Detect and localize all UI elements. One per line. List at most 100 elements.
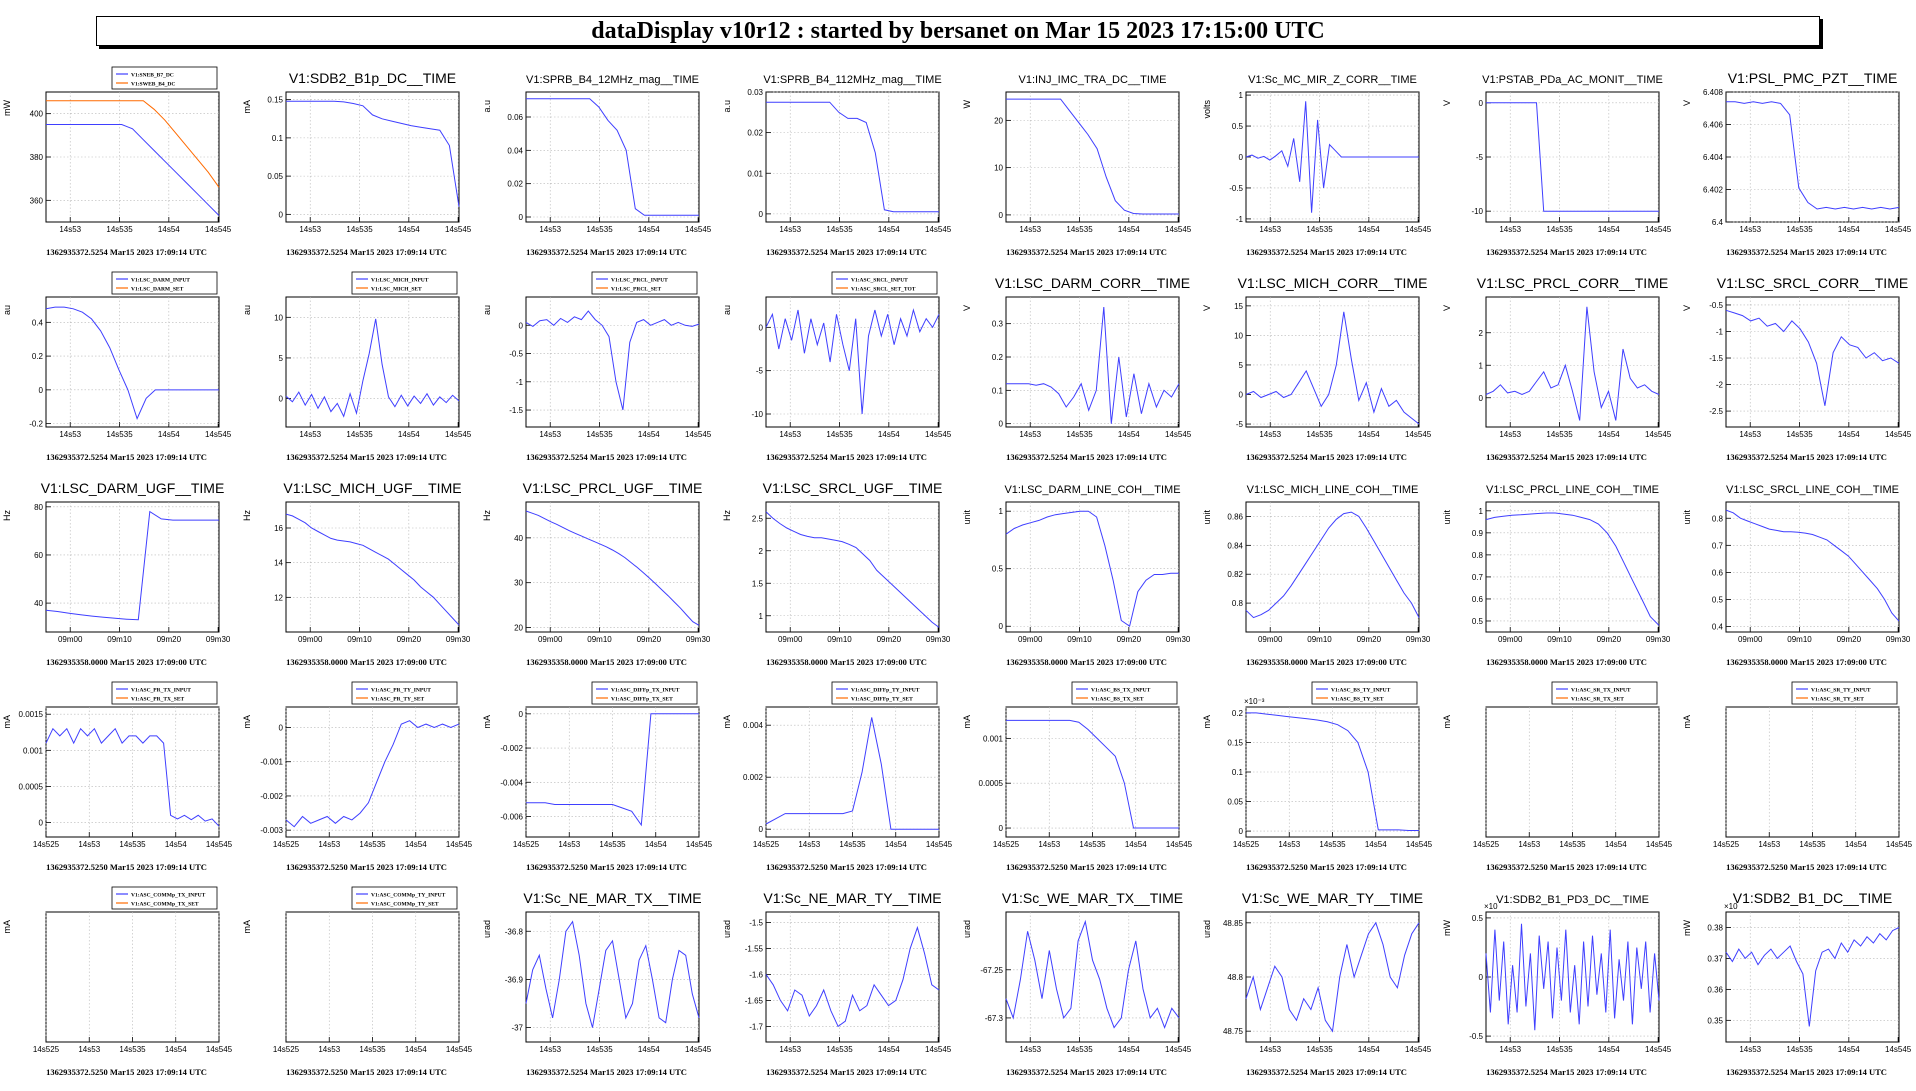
data-series-line	[1726, 101, 1900, 210]
y-axis-label: au	[722, 305, 732, 315]
chart-panel: V1:INJ_IMC_TRA_DC__TIME W 14s53 14s535 14s54…	[960, 65, 1199, 271]
plot-frame	[525, 91, 700, 223]
y-tick-label: 0.8	[1232, 599, 1244, 608]
y-tick-label: 0.004	[743, 721, 764, 730]
x-tick-label: 14s525	[753, 840, 780, 849]
y-tick-label: 0	[39, 386, 44, 395]
y-tick-label: 0.5	[1472, 914, 1484, 923]
x-tick-label: 14s53	[1259, 225, 1281, 234]
plot-frame	[1725, 501, 1900, 633]
y-axis-label: mW	[1682, 920, 1692, 936]
chart-svg: V1:LSC_PRCL_UGF__TIME Hz 09m00 09m10 09m20 09…	[482, 480, 711, 667]
y-tick-label: 0.84	[1227, 541, 1243, 550]
data-series-line	[1485, 512, 1660, 626]
x-tick-label: 09m10	[587, 635, 612, 644]
y-tick-label: 0.86	[1227, 512, 1243, 521]
x-tick-label: 14s53	[1739, 1045, 1761, 1054]
y-tick-label: 80	[34, 503, 43, 512]
chart-panel: mA 14s525 14s53 14s535 14s54 14s545 V1:ASC_COM…	[0, 885, 239, 1091]
legend-label: V1:ASC_DIFFp_TY_INPUT	[851, 688, 920, 694]
chart-svg: V1:SPRB_B4_112MHz_mag__TIME a.u 14s53 14s53…	[722, 74, 952, 257]
plot-frame	[765, 706, 940, 838]
chart-title: V1:LSC_DARM_UGF__TIME	[41, 480, 225, 496]
y-axis-label: au	[2, 305, 12, 315]
y-tick-label: -1	[1236, 215, 1244, 224]
y-tick-label: 0.0005	[19, 782, 44, 791]
x-tick-label: 14s53	[1739, 430, 1761, 439]
x-tick-label: 09m00	[1258, 635, 1283, 644]
data-series-line	[1006, 306, 1180, 424]
y-axis-label: V	[1682, 305, 1692, 311]
timestamp-label: 1362935358.0000 Mar15 2023 17:09:00 UTC	[766, 657, 927, 667]
x-tick-label: 14s545	[1166, 840, 1193, 849]
y-tick-label: -36.9	[505, 975, 524, 984]
legend-box	[111, 681, 218, 705]
y-tick-label: 0.8	[1712, 514, 1724, 523]
legend-box	[831, 271, 938, 295]
x-tick-label: 14s54	[1365, 840, 1387, 849]
chart-title: V1:LSC_PRCL_LINE_COH__TIME	[1486, 484, 1659, 496]
data-series-line	[526, 713, 699, 827]
timestamp-label: 1362935358.0000 Mar15 2023 17:09:00 UTC	[286, 657, 447, 667]
data-series-line	[526, 98, 699, 216]
legend-label: V1:SNEB_B7_DC	[131, 73, 174, 79]
x-tick-label: 14s535	[599, 840, 626, 849]
x-tick-label: 14s535	[1306, 1045, 1333, 1054]
chart-title: V1:LSC_MICH_CORR__TIME	[1238, 275, 1428, 291]
chart-panel: V1:PSL_PMC_PZT__TIME V 14s53 14s535 14s54 14s…	[1680, 65, 1916, 271]
x-tick-label: 14s545	[1406, 840, 1433, 849]
x-tick-label: 14s525	[273, 1045, 300, 1054]
timestamp-label: 1362935372.5250 Mar15 2023 17:09:14 UTC	[46, 862, 207, 872]
chart-title: V1:LSC_SRCL_CORR__TIME	[1717, 275, 1908, 291]
y-tick-label: 0.1	[992, 386, 1004, 395]
x-tick-label: 14s545	[445, 225, 472, 234]
timestamp-label: 1362935372.5254 Mar15 2023 17:09:14 UTC	[526, 1067, 687, 1077]
x-tick-label: 14s535	[586, 1045, 613, 1054]
plot-frame	[1725, 911, 1900, 1043]
x-tick-label: 14s535	[119, 840, 146, 849]
chart-panel: V1:LSC_PRCL_LINE_COH__TIME unit 09m00 09m10…	[1440, 475, 1679, 681]
y-tick-label: 0.5	[992, 565, 1004, 574]
y-tick-label: 0.0015	[19, 710, 44, 719]
x-tick-label: 14s54	[158, 430, 180, 439]
x-tick-label: 09m20	[397, 635, 422, 644]
x-tick-label: 14s545	[685, 1045, 712, 1054]
legend-box	[1551, 681, 1658, 705]
y-tick-label: 30	[514, 579, 523, 588]
x-tick-label: 14s535	[586, 225, 613, 234]
chart-panel: V1:LSC_DARM_LINE_COH__TIME unit 09m00 09m10…	[960, 475, 1199, 681]
x-tick-label: 14s545	[1165, 430, 1192, 439]
data-series-line	[1486, 102, 1659, 212]
legend-label: V1:ASC_DIFFp_TY_SET	[851, 697, 913, 703]
y-tick-label: 6.404	[1703, 153, 1724, 162]
legend-box	[111, 886, 218, 910]
y-tick-label: -1.5	[509, 406, 523, 415]
x-tick-label: 09m30	[1886, 635, 1911, 644]
chart-panel: V1:SDB2_B1_DC__TIME mW ×10 14s53 14s535 14s54…	[1680, 885, 1916, 1091]
chart-panel: V1:Sc_MC_MIR_Z_CORR__TIME volts 14s53 14s53…	[1200, 65, 1439, 271]
x-tick-label: 14s53	[798, 840, 820, 849]
chart-title: V1:PSTAB_PDa_AC_MONIT__TIME	[1482, 74, 1663, 86]
y-tick-label: 6.408	[1703, 88, 1724, 97]
chart-svg: V1:LSC_DARM_CORR__TIME V 14s53 14s535 14s54 1…	[962, 275, 1192, 462]
chart-panel: mA 14s525 14s53 14s535 14s54 14s545 -0.003 -0.0…	[240, 680, 479, 886]
timestamp-label: 1362935372.5254 Mar15 2023 17:09:14 UTC	[1726, 1067, 1887, 1077]
y-tick-label: 0.5	[1232, 122, 1244, 131]
x-tick-label: 14s545	[1885, 225, 1912, 234]
x-tick-label: 14s53	[779, 225, 801, 234]
chart-svg: V1:LSC_SRCL_UGF__TIME Hz 09m00 09m10 09m20 09…	[722, 480, 951, 667]
y-tick-label: 5	[279, 354, 284, 363]
y-tick-label: 0.7	[1472, 573, 1484, 582]
x-tick-label: 14s545	[445, 430, 472, 439]
chart-svg: mA 14s525 14s53 14s535 14s54 14s545 V1:ASC_SR_…	[1682, 681, 1913, 872]
x-tick-label: 14s54	[1358, 430, 1380, 439]
plot-frame	[1725, 706, 1900, 838]
y-tick-label: 0.15	[1227, 738, 1243, 747]
timestamp-label: 1362935372.5254 Mar15 2023 17:09:14 UTC	[286, 247, 447, 257]
x-tick-label: 14s545	[1646, 840, 1673, 849]
chart-title: V1:Sc_MC_MIR_Z_CORR__TIME	[1248, 74, 1417, 86]
x-tick-label: 09m30	[1406, 635, 1431, 644]
chart-title: V1:LSC_PRCL_UGF__TIME	[523, 480, 703, 496]
